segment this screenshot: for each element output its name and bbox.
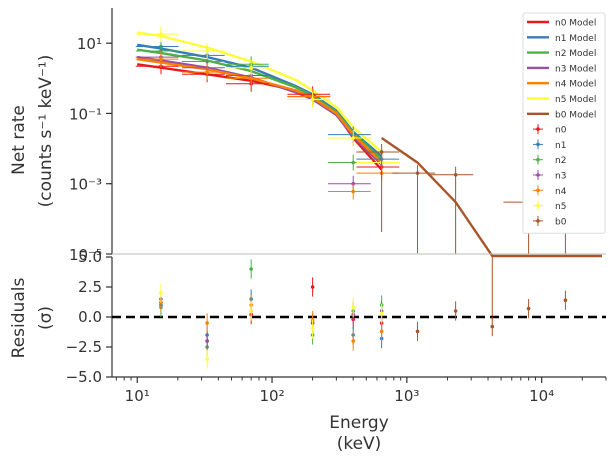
count-spectrum-panel: 10¹ 10⁻¹ 10⁻³ 10⁻⁵ Net rate (counts s⁻¹ keV… xyxy=(9,8,606,320)
residual-n5 xyxy=(379,311,384,316)
residual-n4 xyxy=(351,339,356,343)
point-n5 xyxy=(249,65,253,70)
top-ytick-label: 10¹ xyxy=(77,35,102,53)
legend-entry: n3 Model xyxy=(555,64,596,74)
legend-entry: n1 xyxy=(555,141,566,151)
legend-entry: n2 Model xyxy=(555,49,596,59)
bottom-ytick-label: 0.0 xyxy=(78,308,102,326)
top-ytick-label: 10⁻³ xyxy=(69,176,102,194)
xlabel-line2: (keV) xyxy=(337,434,382,454)
residual-n4 xyxy=(159,300,163,305)
legend-swatch xyxy=(536,219,540,223)
point-b0 xyxy=(453,172,458,177)
legend-entry: n5 Model xyxy=(555,95,596,105)
point-n5 xyxy=(205,49,209,53)
bottom-x-ticks: 10¹ 10² 10³ 10⁴ xyxy=(115,377,607,405)
model-line-n4-model xyxy=(137,58,383,164)
residuals-panel: 5.0 2.5 0.0 −2.5 −5.0 10¹ 10² 10³ 10⁴ Residuals… xyxy=(9,248,607,454)
bottom-ylabel-line1: Residuals xyxy=(9,278,29,359)
legend-swatch xyxy=(536,127,540,131)
residual-b0 xyxy=(415,329,420,334)
point-n4 xyxy=(205,70,209,74)
residual-n4 xyxy=(205,321,209,325)
point-b0 xyxy=(415,171,420,175)
residual-b0 xyxy=(490,324,495,329)
model-line-n5-model xyxy=(137,31,383,153)
bottom-ylabel-line2: (σ) xyxy=(36,306,56,330)
point-n4 xyxy=(159,57,163,61)
bottom-ytick-label: 2.5 xyxy=(78,278,102,296)
xtick-label: 10⁴ xyxy=(529,387,554,405)
legend-entry: n4 Model xyxy=(555,80,596,90)
residual-b0 xyxy=(526,306,531,311)
residual-b0 xyxy=(453,309,458,313)
legend-entry: n0 Model xyxy=(555,19,596,29)
legend-swatch xyxy=(536,188,540,193)
point-b0 xyxy=(379,150,384,154)
data-points xyxy=(135,26,583,320)
xtick-label: 10¹ xyxy=(125,387,150,405)
bottom-y-ticks: 5.0 2.5 0.0 −2.5 −5.0 xyxy=(66,248,112,386)
legend-entry: n0 xyxy=(555,126,567,136)
xlabel-line1: Energy xyxy=(329,413,389,433)
point-n4 xyxy=(351,189,356,194)
point-n4 xyxy=(249,76,253,81)
bottom-ytick-label: −2.5 xyxy=(66,338,102,356)
legend-entry: n5 xyxy=(555,202,566,212)
point-n5 xyxy=(310,97,315,102)
legend: n0 Model n1 Model n2 Model n3 Model n4 Model… xyxy=(522,12,606,234)
residual-n5 xyxy=(205,357,209,361)
xtick-label: 10³ xyxy=(394,387,419,405)
legend-entry: b0 Model xyxy=(555,110,596,120)
legend-entry: n3 xyxy=(555,172,566,182)
residual-points xyxy=(159,259,568,369)
legend-entry: n4 xyxy=(555,187,567,197)
xtick-label: 10² xyxy=(259,387,284,405)
residual-n4 xyxy=(379,329,384,334)
top-y-ticks: 10¹ 10⁻¹ 10⁻³ 10⁻⁵ xyxy=(69,35,112,264)
bottom-ytick-label: 5.0 xyxy=(78,248,102,266)
legend-entry: n1 Model xyxy=(555,34,596,44)
legend-swatch xyxy=(536,203,540,208)
point-n5 xyxy=(159,32,163,36)
top-ytick-label: 10⁻⁵ xyxy=(69,246,102,264)
legend-entry: b0 xyxy=(555,217,567,227)
top-axes xyxy=(111,8,606,255)
point-n2 xyxy=(351,160,356,165)
legend-swatch xyxy=(536,157,540,162)
bottom-ytick-label: −5.0 xyxy=(66,368,102,386)
residual-b0 xyxy=(563,298,568,303)
residual-n3 xyxy=(205,339,209,343)
top-ylabel-line2: (counts s⁻¹ keV⁻¹) xyxy=(36,55,56,208)
top-ytick-label: 10⁻¹ xyxy=(69,105,102,123)
residual-n0 xyxy=(310,285,315,289)
point-n5 xyxy=(351,136,356,140)
residual-n5 xyxy=(310,327,315,331)
top-ylabel-line1: Net rate xyxy=(9,105,29,175)
legend-frame xyxy=(522,12,606,234)
residual-n2 xyxy=(249,267,253,271)
residual-n5 xyxy=(351,305,356,310)
legend-swatch xyxy=(536,173,540,177)
residual-n5 xyxy=(159,291,163,295)
legend-swatch xyxy=(536,142,540,147)
legend-entry: n2 xyxy=(555,156,566,166)
residual-n5 xyxy=(249,309,253,313)
